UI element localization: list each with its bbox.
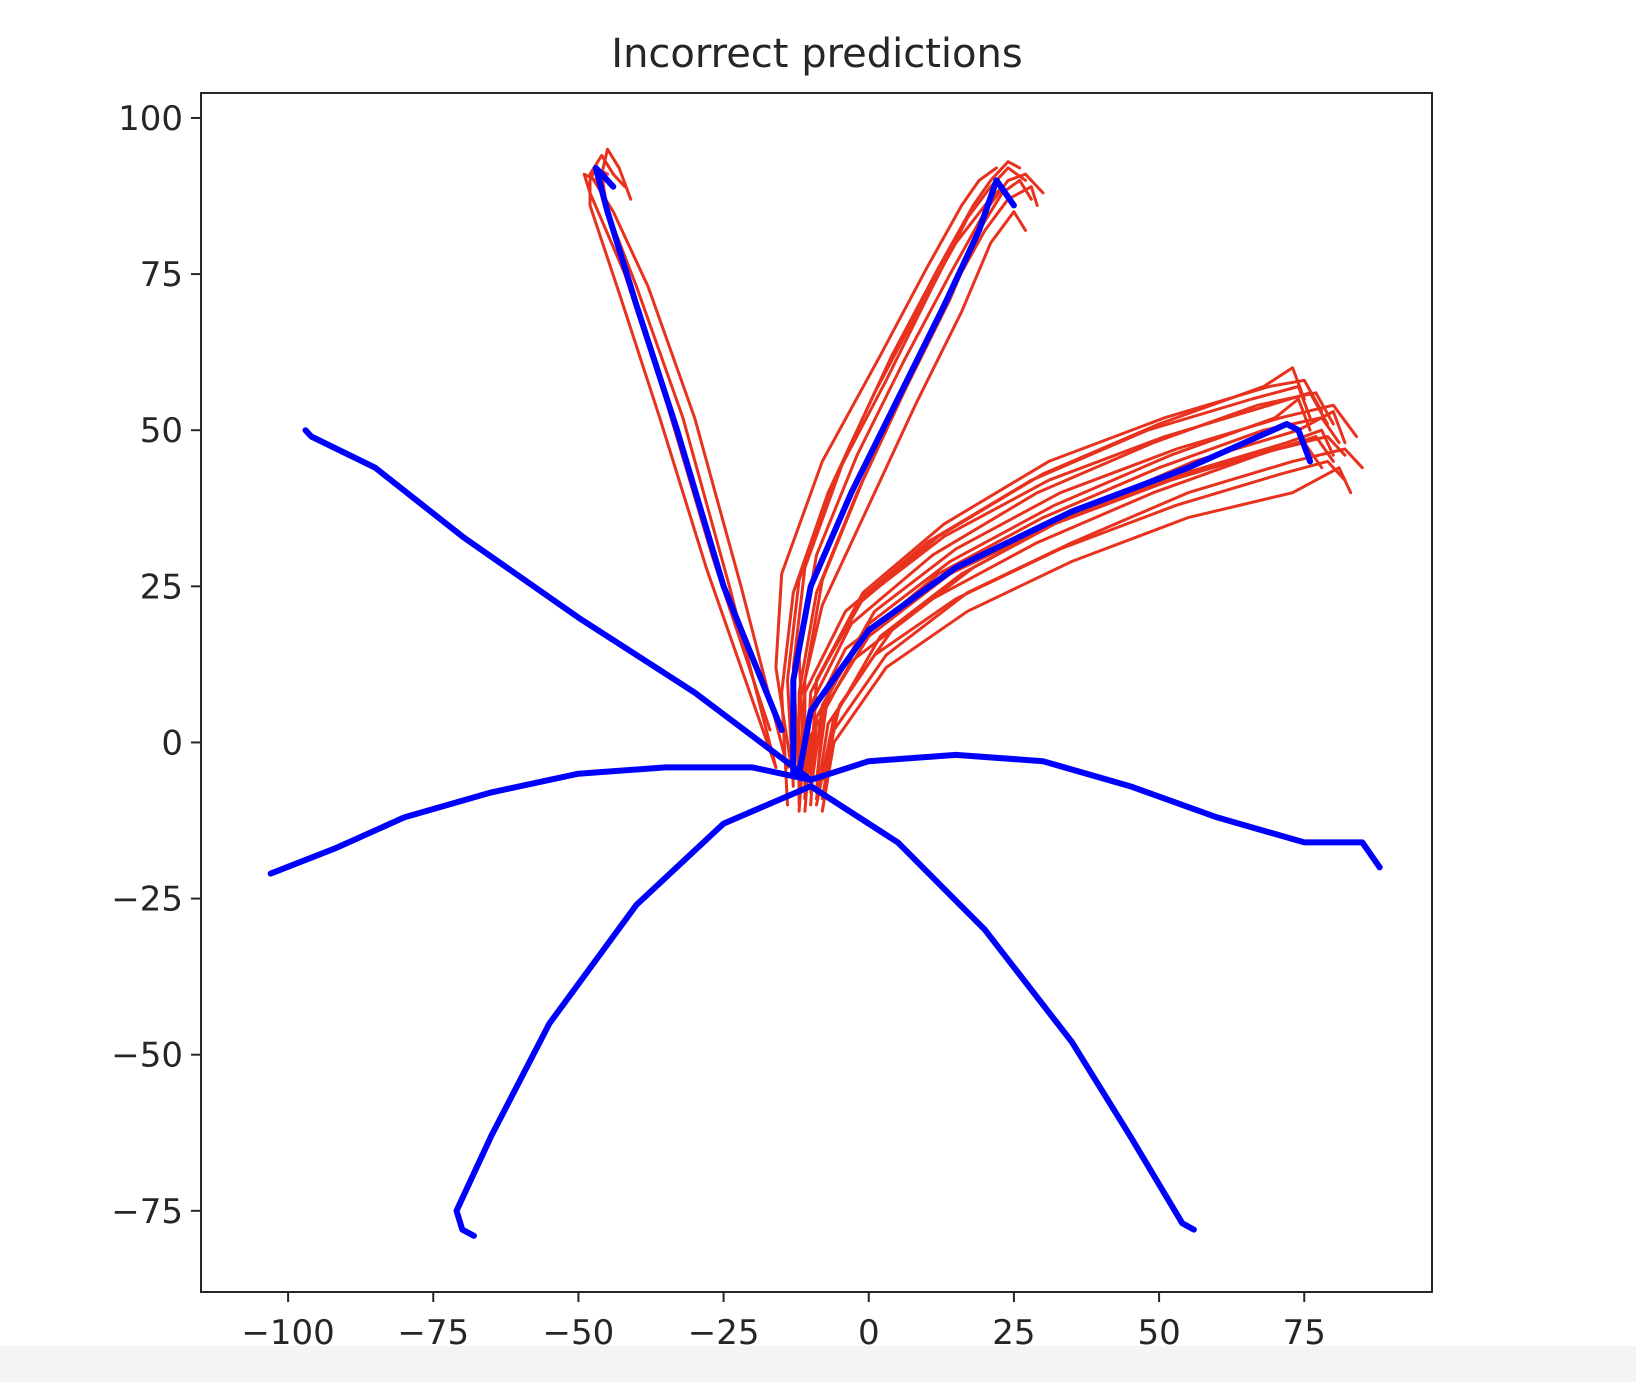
x-axis: −100 −75 −50 −25 0 25 50 75 — [241, 1292, 1326, 1353]
ground-truth-trajectory-6 — [790, 177, 1017, 777]
y-tick-label: 0 — [161, 723, 183, 763]
chart-title: Incorrect predictions — [611, 31, 1022, 77]
predicted-trajectory-19 — [797, 210, 1027, 807]
ground-truth-trajectory-0 — [267, 764, 814, 877]
y-axis: 100 75 50 25 0 −25 −50 −75 — [111, 99, 201, 1232]
window-bottom-strip — [0, 1346, 1636, 1382]
predicted-trajectory-28 — [820, 466, 1353, 813]
y-tick-label: 75 — [140, 255, 183, 295]
ground-truth-trajectory-7 — [796, 421, 1314, 777]
ground-truth-trajectory-4 — [807, 751, 1383, 871]
predicted-trajectory-31 — [815, 403, 1358, 782]
predicted-trajectory-14 — [786, 166, 1027, 788]
ground-truth-trajectory-5 — [592, 164, 785, 733]
series-layer — [267, 147, 1383, 1239]
predicted-trajectory-9 — [588, 153, 789, 769]
plot-frame — [200, 92, 1433, 1293]
predicted-trajectory-11 — [582, 172, 772, 732]
y-tick-label: −75 — [111, 1192, 183, 1232]
x-tick-label: 0 — [858, 1313, 880, 1353]
predicted-trajectory-17 — [780, 185, 1004, 807]
y-tick-label: 100 — [118, 99, 183, 139]
ground-truth-trajectory-3 — [807, 783, 1197, 1233]
y-tick-label: −25 — [111, 880, 183, 920]
predicted-trajectory-29 — [809, 416, 1341, 807]
predicted-trajectory-13 — [791, 160, 1022, 782]
predicted-trajectory-34 — [809, 391, 1329, 776]
predicted-trajectory-35 — [815, 435, 1347, 794]
ground-truth-trajectory-1 — [302, 427, 814, 783]
y-tick-label: 50 — [140, 411, 183, 451]
y-tick-label: 25 — [140, 567, 183, 607]
ground-truth-trajectory-2 — [453, 783, 814, 1239]
predicted-trajectory-12 — [774, 166, 998, 782]
y-tick-label: −50 — [111, 1036, 183, 1076]
predicted-trajectory-30 — [797, 385, 1312, 788]
